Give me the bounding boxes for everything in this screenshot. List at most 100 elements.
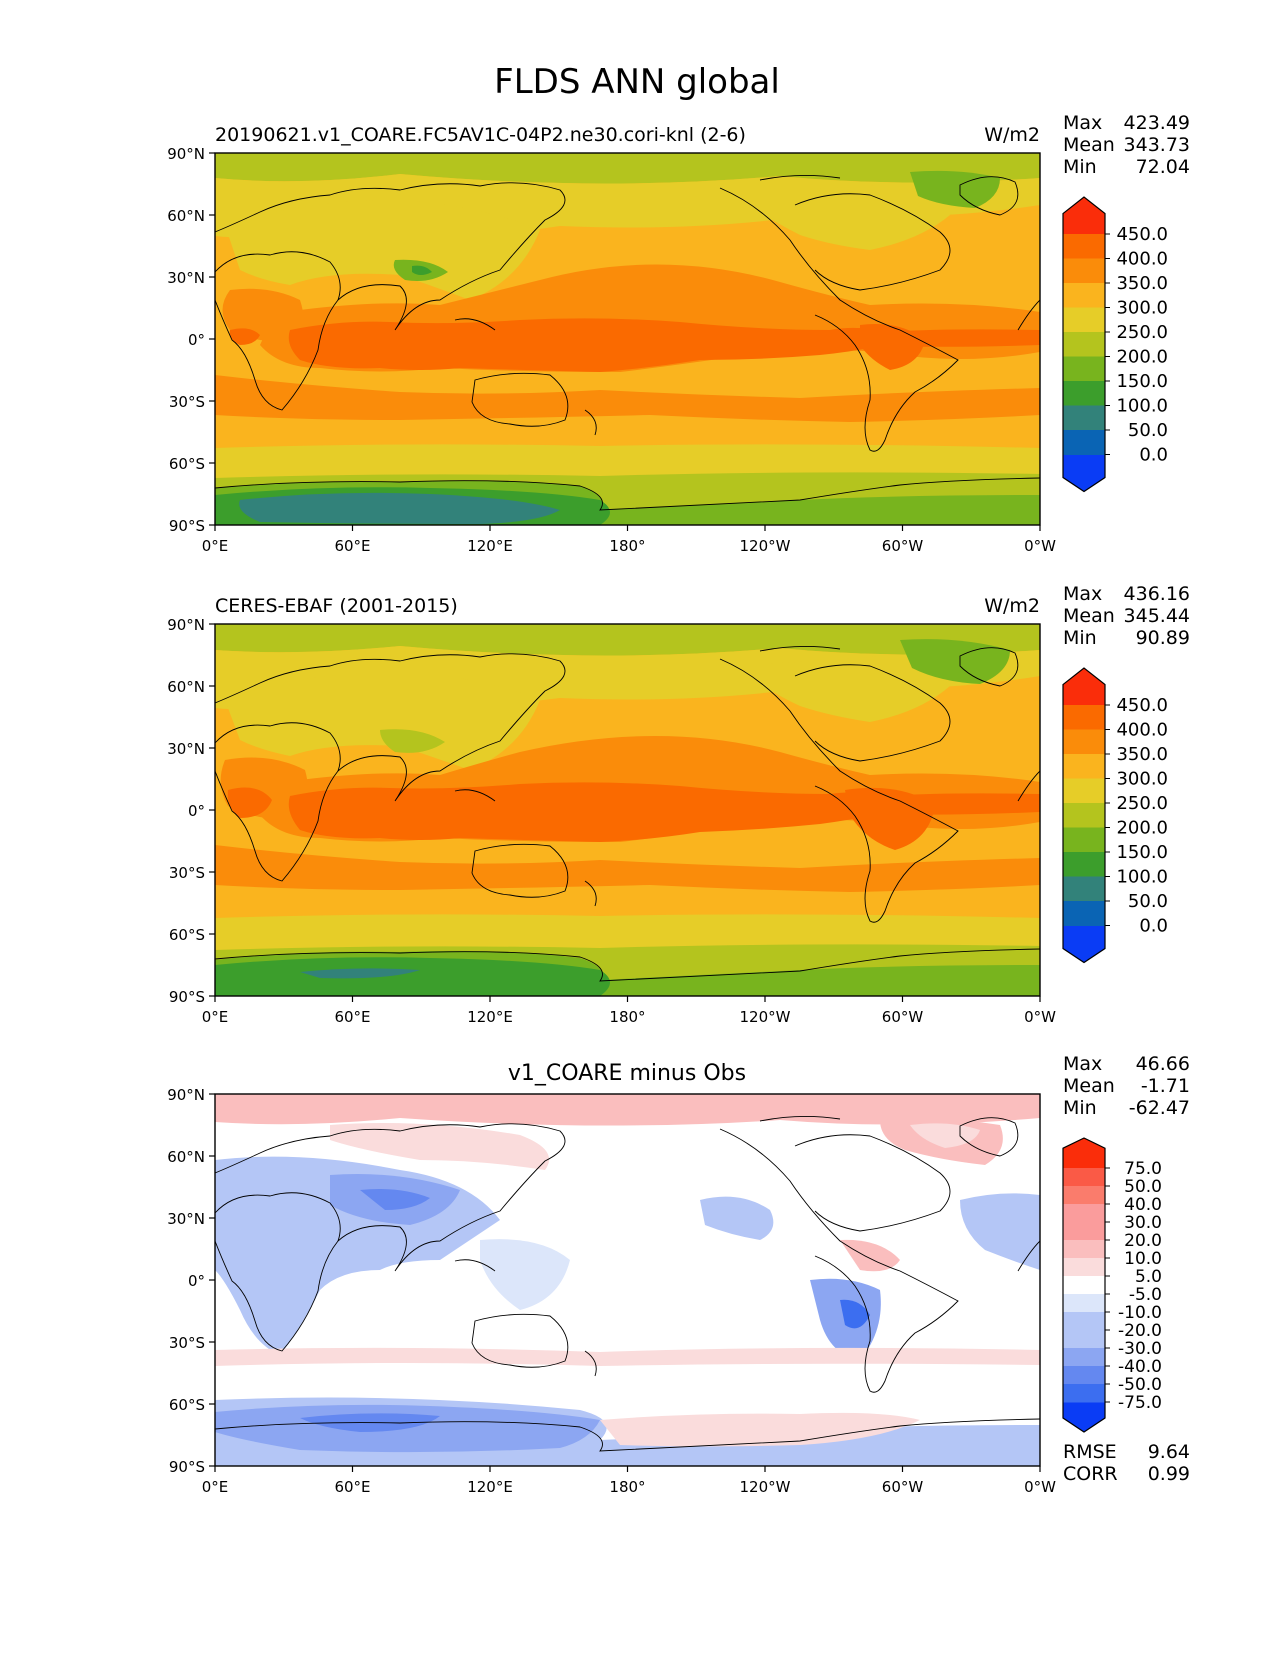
- lat-axis: 90°N 60°N 30°N 0° 30°S 60°S 90°S: [167, 616, 215, 1006]
- lon-tick-label: 60°E: [334, 1478, 370, 1496]
- colorbar-band: [1063, 1258, 1105, 1277]
- colorbar-tick-label: -75.0: [1118, 1393, 1162, 1413]
- colorbar-band: [1063, 901, 1105, 926]
- metrics-block: RMSE 9.64 CORR 0.99: [1063, 1441, 1190, 1485]
- lon-tick-label: 120°E: [467, 537, 513, 555]
- lon-tick-label: 60°E: [334, 1008, 370, 1026]
- map-units: W/m2: [984, 595, 1040, 617]
- lat-tick-label: 30°N: [167, 269, 205, 287]
- colorbar-extend-max: [1063, 197, 1105, 234]
- stat-label: Min: [1063, 627, 1097, 649]
- lat-axis: 90°N 60°N 30°N 0° 30°S 60°S 90°S: [167, 1086, 215, 1476]
- colorbar-band: [1063, 827, 1105, 853]
- colorbar-band: [1063, 356, 1105, 382]
- lat-tick-label: 60°S: [169, 455, 205, 473]
- lat-tick-label: 90°S: [169, 1458, 205, 1476]
- colorbar-tick-label: 250.0: [1116, 322, 1168, 343]
- colorbar-band: [1063, 852, 1105, 877]
- lon-tick-label: 120°W: [740, 1008, 791, 1026]
- lat-axis: 90°N 60°N 30°N 0° 30°S 60°S 90°S: [167, 145, 215, 535]
- colorbar-tick-label: 10.0: [1124, 1249, 1162, 1269]
- lon-tick-label: 120°E: [467, 1008, 513, 1026]
- colorbar-extend-min: [1063, 925, 1105, 963]
- colorbar-tick-label: 200.0: [1116, 818, 1168, 839]
- lon-tick-label: 60°W: [882, 1478, 924, 1496]
- colorbar-band: [1063, 381, 1105, 406]
- stat-value: 46.66: [1136, 1053, 1190, 1075]
- lat-tick-label: 30°S: [169, 1334, 205, 1352]
- contour-field: [215, 1094, 1040, 1466]
- colorbar-outline: [1062, 1137, 1106, 1433]
- colorbar-tick-label: 30.0: [1124, 1213, 1162, 1233]
- colorbar-band: [1063, 1168, 1105, 1187]
- lat-tick-label: 0°: [188, 331, 205, 349]
- colorbar-band: [1063, 754, 1105, 779]
- stat-label: Max: [1063, 583, 1102, 605]
- colorbar-tick-label: 400.0: [1116, 720, 1168, 741]
- stats-block: Max 436.16 Mean 345.44 Min 90.89: [1063, 583, 1190, 649]
- stats-block: Max 46.66 Mean -1.71 Min -62.47: [1063, 1053, 1190, 1119]
- stat-value: 423.49: [1124, 112, 1190, 134]
- colorbar-tick-label: -30.0: [1118, 1339, 1162, 1359]
- colorbar-band: [1063, 1186, 1105, 1205]
- stats-block: Max 423.49 Mean 343.73 Min 72.04: [1063, 112, 1190, 178]
- stat-value: 90.89: [1136, 627, 1190, 649]
- lat-tick-label: 30°N: [167, 740, 205, 758]
- lat-tick-label: 0°: [188, 1272, 205, 1290]
- map-panel-difference: v1_COARE minus Obs Max 46.66 Mean -1.71 Min -…: [167, 1053, 1190, 1496]
- lon-tick-label: 0°W: [1024, 1008, 1056, 1026]
- stat-label: Min: [1063, 156, 1097, 178]
- colorbar-tick-label: -5.0: [1129, 1285, 1162, 1305]
- lat-tick-label: 90°N: [167, 1086, 205, 1104]
- stat-label: Mean: [1063, 1075, 1115, 1097]
- lat-tick-label: 60°N: [167, 1148, 205, 1166]
- colorbar-band: [1063, 307, 1105, 333]
- contour-field: [215, 624, 1040, 996]
- stat-value: 345.44: [1124, 605, 1190, 627]
- colorbar: 450.0 400.0 350.0 300.0 250.0 200.0 150.0 100.0…: [1062, 196, 1168, 493]
- lon-axis: 0°E 60°E 120°E 180° 120°W 60°W 0°W: [202, 996, 1056, 1026]
- stat-value: -1.71: [1141, 1075, 1190, 1097]
- colorbar-tick-label: 350.0: [1116, 744, 1168, 765]
- map-panel-model: 20190621.v1_COARE.FC5AV1C-04P2.ne30.cori…: [167, 112, 1190, 555]
- colorbar-band: [1063, 405, 1105, 431]
- lat-tick-label: 0°: [188, 802, 205, 820]
- colorbar-band: [1063, 283, 1105, 308]
- contour-field: [215, 153, 1040, 525]
- lat-tick-label: 90°S: [169, 988, 205, 1006]
- colorbar-tick-label: 350.0: [1116, 273, 1168, 294]
- colorbar-band: [1063, 1240, 1105, 1259]
- colorbar-tick-label: -20.0: [1118, 1321, 1162, 1341]
- lat-tick-label: 30°S: [169, 864, 205, 882]
- lon-tick-label: 0°W: [1024, 1478, 1056, 1496]
- colorbar: 450.0 400.0 350.0 300.0 250.0 200.0 150.0 100.0…: [1062, 667, 1168, 964]
- colorbar-extend-max: [1063, 668, 1105, 705]
- lat-tick-label: 90°S: [169, 517, 205, 535]
- colorbar-tick-label: 150.0: [1116, 371, 1168, 392]
- colorbar-tick-label: -40.0: [1118, 1357, 1162, 1377]
- colorbar-tick-label: 20.0: [1124, 1231, 1162, 1251]
- metric-label: CORR: [1063, 1463, 1118, 1485]
- colorbar-tick-label: 400.0: [1116, 249, 1168, 270]
- lat-tick-label: 90°N: [167, 145, 205, 163]
- colorbar-tick-label: 300.0: [1116, 298, 1168, 319]
- colorbar-band: [1063, 1204, 1105, 1223]
- lat-tick-label: 90°N: [167, 616, 205, 634]
- colorbar-tick-label: 250.0: [1116, 793, 1168, 814]
- colorbar-tick-label: 150.0: [1116, 842, 1168, 863]
- colorbar-band: [1063, 1276, 1105, 1295]
- lat-tick-label: 30°S: [169, 393, 205, 411]
- lon-tick-label: 60°E: [334, 537, 370, 555]
- colorbar-band: [1063, 803, 1105, 828]
- colorbar-tick-label: 100.0: [1116, 867, 1168, 888]
- lon-tick-label: 0°E: [202, 1008, 229, 1026]
- stat-label: Max: [1063, 112, 1102, 134]
- colorbar-tick-label: 450.0: [1116, 695, 1168, 716]
- colorbar-extend-max: [1063, 1138, 1105, 1168]
- stat-label: Mean: [1063, 605, 1115, 627]
- colorbar-tick-label: 200.0: [1116, 347, 1168, 368]
- colorbar-band: [1063, 1222, 1105, 1241]
- colorbar-band: [1063, 258, 1105, 284]
- lon-tick-label: 0°W: [1024, 537, 1056, 555]
- lon-tick-label: 0°E: [202, 1478, 229, 1496]
